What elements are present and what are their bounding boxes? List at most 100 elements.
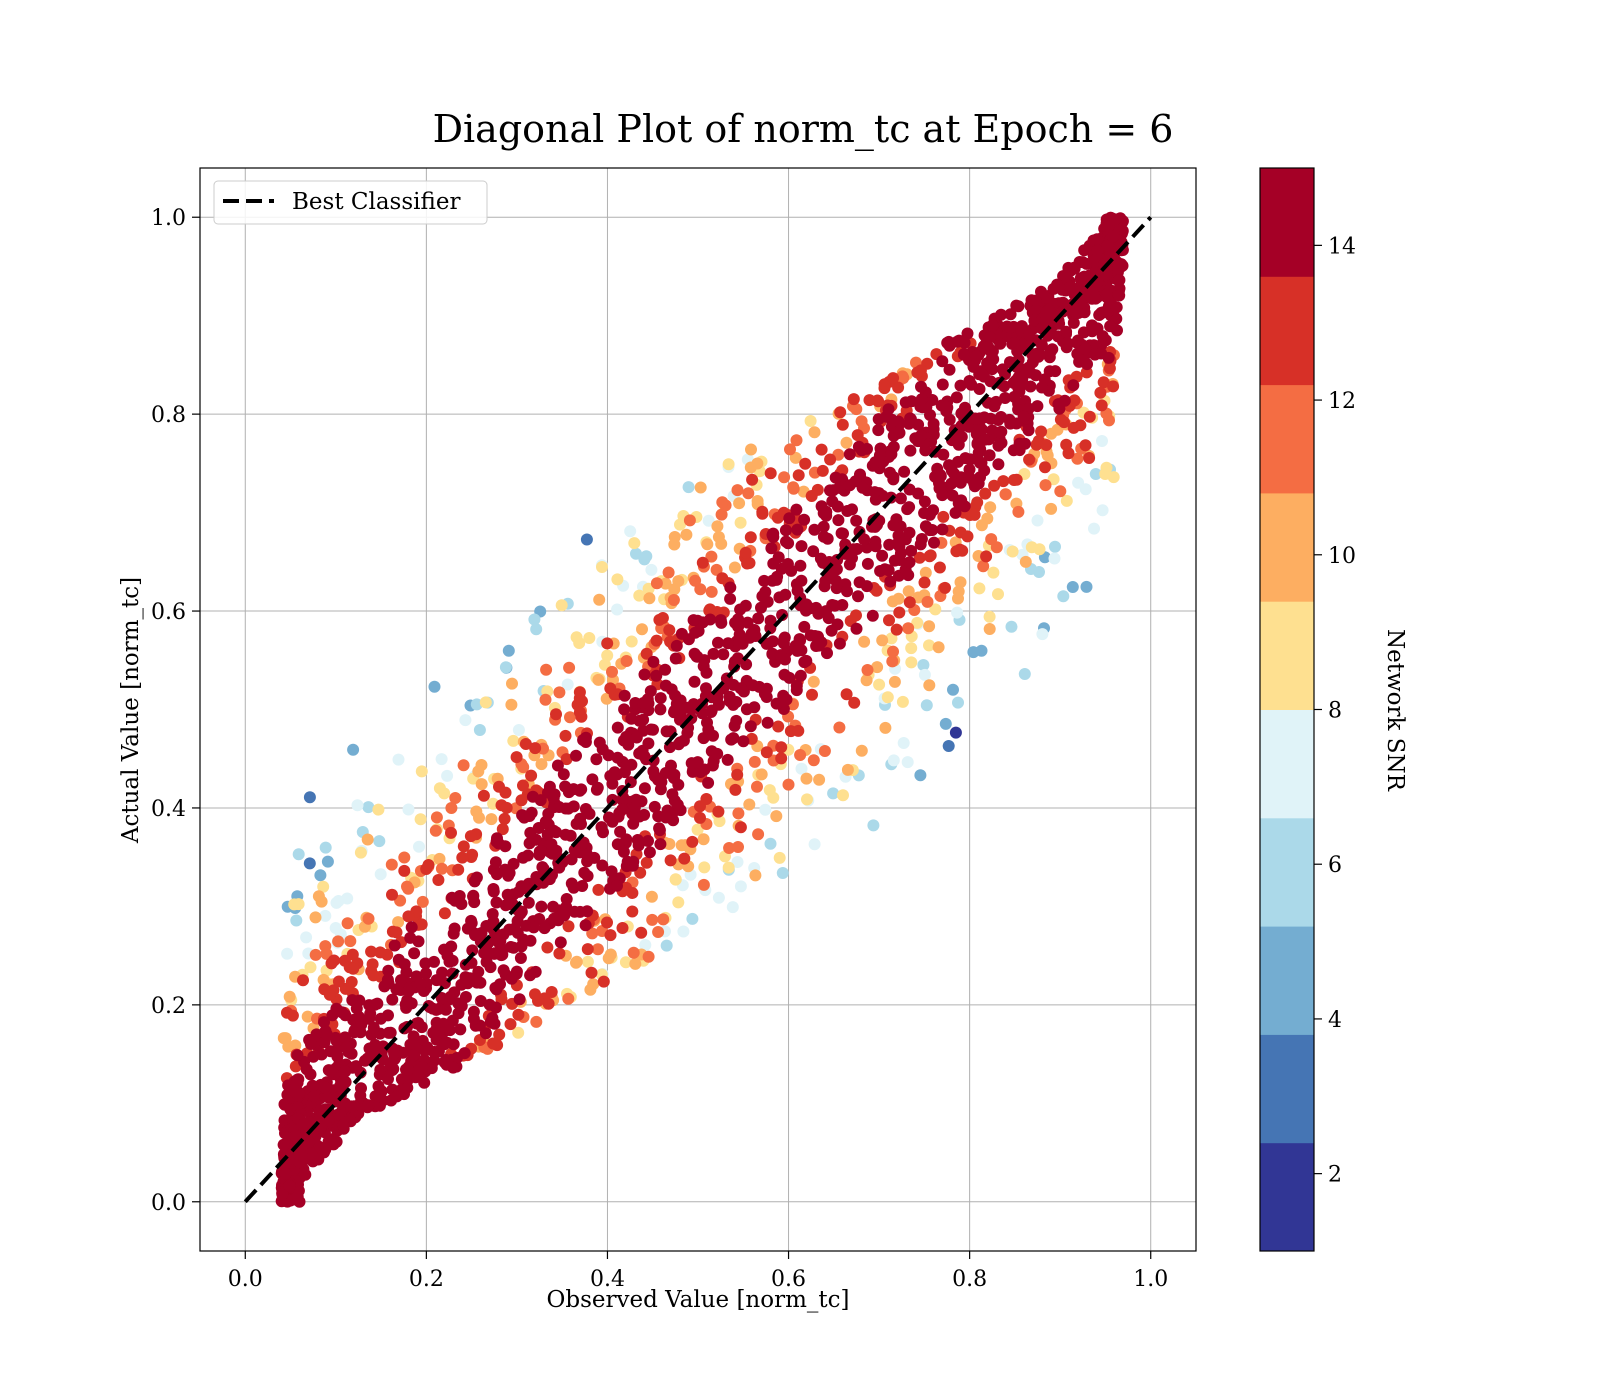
scatter-point: [790, 503, 803, 516]
scatter-point: [362, 1099, 375, 1112]
scatter-point: [502, 869, 515, 882]
scatter-point: [927, 504, 940, 517]
scatter-point: [415, 918, 428, 931]
scatter-point: [937, 510, 950, 523]
y-tick-label: 1.0: [151, 206, 186, 231]
scatter-point: [601, 649, 614, 662]
scatter-point: [668, 583, 681, 596]
scatter-point: [1049, 365, 1062, 378]
scatter-point: [1006, 545, 1019, 558]
scatter-point: [407, 1030, 420, 1043]
scatter-point: [701, 538, 714, 551]
x-tick-label: 0.0: [228, 1267, 263, 1292]
scatter-point: [856, 481, 869, 494]
scatter-point: [834, 406, 847, 419]
scatter-point: [570, 956, 582, 969]
scatter-point: [928, 536, 940, 549]
scatter-point: [1107, 230, 1119, 243]
scatter-point: [886, 655, 899, 668]
scatter-point: [852, 590, 864, 603]
scatter-point: [653, 613, 666, 626]
scatter-point: [740, 658, 753, 671]
scatter-point: [882, 403, 895, 416]
scatter-point: [626, 905, 639, 918]
scatter-point: [741, 557, 754, 570]
scatter-point: [601, 916, 613, 929]
scatter-point: [961, 327, 974, 340]
scatter-point: [562, 920, 575, 933]
scatter-point: [914, 769, 927, 782]
scatter-point: [736, 637, 749, 650]
scatter-point: [1088, 522, 1100, 535]
scatter-point: [742, 487, 755, 500]
scatter-point: [952, 696, 964, 709]
x-tick-label: 0.2: [409, 1267, 444, 1292]
scatter-point: [435, 753, 448, 766]
scatter-point: [694, 811, 706, 824]
scatter-point: [794, 749, 807, 761]
scatter-point: [355, 1082, 367, 1095]
scatter-point: [697, 878, 710, 891]
scatter-point: [583, 632, 596, 644]
scatter-point: [291, 1190, 304, 1203]
scatter-point: [767, 791, 780, 804]
scatter-point: [645, 563, 658, 576]
scatter-point: [604, 929, 617, 942]
scatter-point: [432, 874, 445, 886]
scatter-point: [435, 992, 448, 1004]
scatter-point: [1060, 325, 1073, 338]
scatter-point: [831, 618, 844, 631]
scatter-point: [601, 637, 614, 650]
scatter-point: [1062, 447, 1075, 460]
scatter-point: [553, 947, 566, 960]
scatter-point: [855, 444, 868, 457]
scatter-point: [402, 803, 415, 816]
colorbar-segment: [1260, 492, 1314, 602]
scatter-point: [528, 613, 541, 626]
scatter-point: [628, 537, 641, 550]
scatter-point: [418, 1044, 431, 1057]
scatter-point: [1004, 308, 1017, 321]
scatter-point: [677, 925, 690, 938]
scatter-point: [563, 661, 576, 674]
scatter-point: [896, 695, 909, 708]
scatter-point: [347, 962, 360, 975]
scatter-point: [592, 883, 605, 896]
scatter-point: [905, 544, 918, 557]
scatter-point: [1017, 410, 1030, 423]
scatter-point: [617, 734, 630, 747]
scatter-point: [303, 857, 316, 870]
scatter-point: [372, 803, 385, 816]
scatter-point: [635, 926, 648, 939]
scatter-point: [815, 500, 828, 513]
scatter-point: [691, 823, 704, 836]
scatter-point: [1041, 291, 1054, 304]
scatter-point: [477, 789, 490, 802]
x-tick-label: 0.4: [590, 1267, 625, 1292]
scatter-point: [1110, 301, 1123, 314]
scatter-point: [443, 955, 456, 968]
scatter-point: [585, 966, 598, 979]
scatter-point: [800, 772, 813, 785]
scatter-point: [592, 673, 605, 686]
scatter-point: [361, 833, 374, 846]
scatter-point: [638, 750, 651, 763]
scatter-point: [744, 720, 757, 733]
scatter-point: [643, 592, 656, 605]
scatter-point: [304, 961, 317, 974]
scatter-point: [452, 863, 465, 876]
scatter-point: [739, 599, 752, 612]
scatter-point: [1067, 421, 1080, 434]
scatter-point: [414, 977, 427, 990]
scatter-point: [308, 1090, 321, 1102]
scatter-point: [791, 644, 804, 657]
scatter-point: [410, 1017, 423, 1030]
scatter-point: [999, 392, 1012, 404]
y-tick-label: 0.0: [151, 1191, 186, 1216]
scatter-point: [711, 520, 724, 533]
scatter-point: [560, 893, 573, 905]
scatter-point: [1113, 289, 1126, 302]
scatter-point: [933, 561, 946, 574]
scatter-point: [648, 800, 661, 813]
scatter-point: [892, 415, 905, 428]
